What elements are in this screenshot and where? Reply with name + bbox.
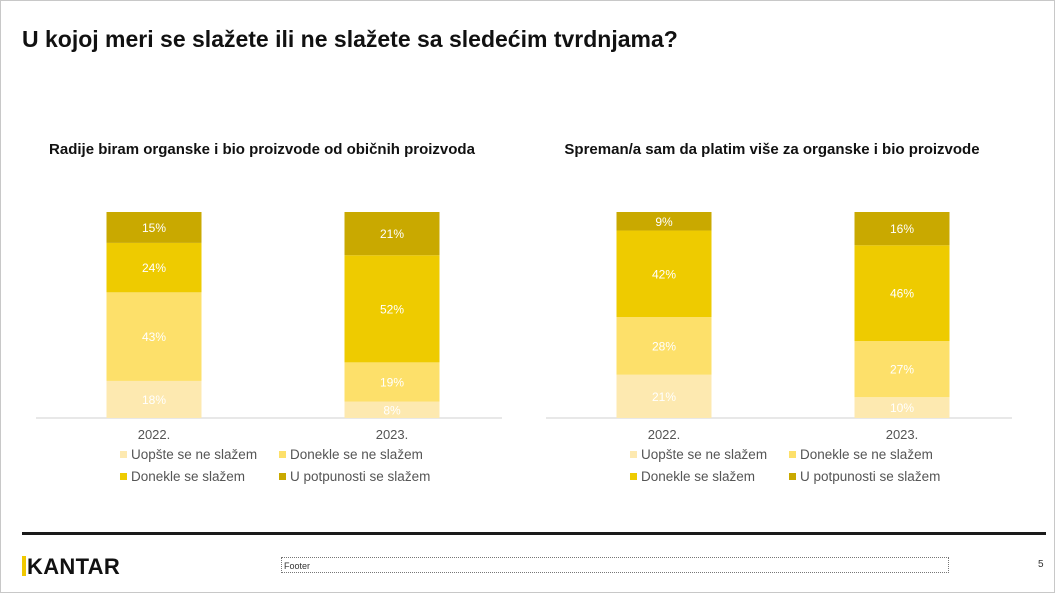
bar-segment-donekle-se-ne-slazem-2023[interactable] <box>854 341 950 398</box>
bar-segment-donekle-se-slazem-2023[interactable] <box>344 255 440 363</box>
legend-swatch-donekle-se-slazem <box>630 473 637 480</box>
data-label: 27% <box>890 363 914 377</box>
legend-swatch-donekle-se-slazem <box>120 473 127 480</box>
chart-willing-to-pay: Spreman/a sam da platim više za organske… <box>532 130 1052 500</box>
bar-segment-donekle-se-slazem-2022[interactable] <box>106 242 202 293</box>
data-label: 19% <box>380 375 404 389</box>
legend-label: Donekle se ne slažem <box>290 447 423 462</box>
data-label: 43% <box>142 330 166 344</box>
bar-segment-donekle-se-slazem-2023[interactable] <box>854 245 950 342</box>
legend-label: Uopšte se ne slažem <box>131 447 257 462</box>
kantar-logo: KANTAR <box>27 554 121 579</box>
bar-segment-uopste-se-ne-slazem-2023[interactable] <box>344 401 440 418</box>
page-number: 5 <box>1038 559 1044 570</box>
legend-swatch-uopste-se-ne-slazem <box>120 451 127 458</box>
bar-segment-uopste-se-ne-slazem-2022[interactable] <box>106 380 202 418</box>
data-label: 9% <box>655 215 673 229</box>
bar-segment-donekle-se-ne-slazem-2023[interactable] <box>344 362 440 402</box>
legend-swatch-u-potpunosti-se-slazem <box>279 473 286 480</box>
data-label: 21% <box>380 227 404 241</box>
legend-swatch-donekle-se-ne-slazem <box>279 451 286 458</box>
chart-title: Radije biram organske i bio proizvode od… <box>49 141 476 158</box>
legend-label: U potpunosti se slažem <box>290 469 430 484</box>
legend-label: U potpunosti se slažem <box>800 469 940 484</box>
legend-swatch-u-potpunosti-se-slazem <box>789 473 796 480</box>
legend-label: Uopšte se ne slažem <box>641 447 767 462</box>
x-tick-label: 2023. <box>376 427 409 442</box>
bar-segment-u-potpunosti-se-slazem-2022[interactable] <box>616 212 712 231</box>
data-label: 52% <box>380 302 404 316</box>
legend-label: Donekle se ne slažem <box>800 447 933 462</box>
data-label: 18% <box>142 393 166 407</box>
legend-label: Donekle se slažem <box>641 469 755 484</box>
bar-segment-u-potpunosti-se-slazem-2023[interactable] <box>344 212 440 256</box>
data-label: 24% <box>142 261 166 275</box>
bar-segment-uopste-se-ne-slazem-2022[interactable] <box>616 374 712 418</box>
bar-segment-donekle-se-ne-slazem-2022[interactable] <box>106 292 202 381</box>
data-label: 15% <box>142 221 166 235</box>
chart-title: Spreman/a sam da platim više za organske… <box>564 141 979 158</box>
bar-segment-u-potpunosti-se-slazem-2022[interactable] <box>106 212 202 243</box>
data-label: 42% <box>652 267 676 281</box>
x-tick-label: 2022. <box>138 427 171 442</box>
x-tick-label: 2022. <box>648 427 681 442</box>
data-label: 8% <box>383 403 401 417</box>
bar-segment-donekle-se-ne-slazem-2022[interactable] <box>616 317 712 375</box>
x-tick-label: 2023. <box>886 427 919 442</box>
data-label: 16% <box>890 222 914 236</box>
chart-svg: Spreman/a sam da platim više za organske… <box>546 141 1012 484</box>
logo-accent <box>22 556 26 576</box>
chart-organic-preference: Radije biram organske i bio proizvode od… <box>22 130 542 500</box>
data-label: 21% <box>652 390 676 404</box>
bar-segment-uopste-se-ne-slazem-2023[interactable] <box>854 397 950 418</box>
chart-svg: Radije biram organske i bio proizvode od… <box>36 141 502 484</box>
footer-text[interactable]: Footer <box>281 557 949 573</box>
bar-segment-donekle-se-slazem-2022[interactable] <box>616 230 712 318</box>
legend-label: Donekle se slažem <box>131 469 245 484</box>
page-title: U kojoj meri se slažete ili ne slažete s… <box>22 26 678 52</box>
data-label: 46% <box>890 287 914 301</box>
data-label: 10% <box>890 401 914 415</box>
legend-swatch-uopste-se-ne-slazem <box>630 451 637 458</box>
footer-divider <box>22 532 1046 535</box>
legend-swatch-donekle-se-ne-slazem <box>789 451 796 458</box>
bar-segment-u-potpunosti-se-slazem-2023[interactable] <box>854 212 950 246</box>
data-label: 28% <box>652 339 676 353</box>
